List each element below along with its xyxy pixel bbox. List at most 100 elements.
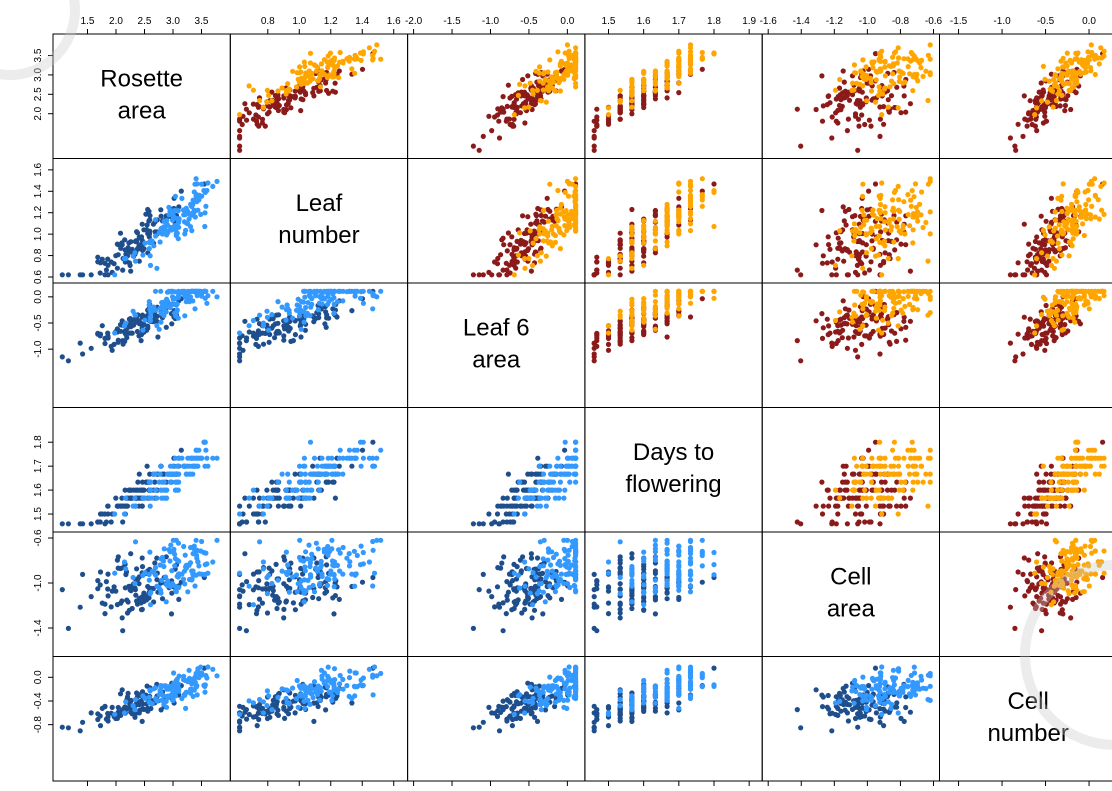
data-point: [300, 299, 307, 305]
data-point: [183, 565, 189, 571]
data-point: [283, 549, 289, 555]
data-point: [687, 49, 694, 55]
data-point: [242, 101, 248, 107]
data-point: [1053, 312, 1059, 318]
data-point: [138, 234, 145, 240]
data-point: [629, 255, 635, 262]
data-point: [1083, 207, 1089, 213]
data-point: [687, 45, 694, 51]
data-point: [676, 231, 682, 237]
data-point: [359, 579, 366, 585]
data-point: [629, 265, 635, 271]
data-point: [543, 253, 549, 259]
data-point: [250, 587, 256, 593]
data-point: [255, 343, 261, 349]
data-point: [525, 93, 531, 99]
data-point: [158, 226, 164, 232]
data-point: [298, 326, 304, 332]
data-point: [179, 195, 185, 201]
data-point: [171, 295, 177, 301]
data-point: [1059, 208, 1065, 215]
data-point: [1089, 447, 1095, 453]
data-point: [890, 197, 896, 203]
data-point: [538, 212, 544, 219]
data-point: [182, 552, 188, 558]
data-point: [140, 252, 146, 258]
data-point: [901, 455, 907, 461]
data-point: [476, 147, 482, 153]
data-point: [920, 479, 926, 485]
data-point: [1044, 253, 1051, 259]
data-point: [1034, 521, 1040, 527]
data-point: [1049, 88, 1055, 94]
data-point: [148, 589, 154, 595]
data-point: [1061, 479, 1067, 485]
data-point: [304, 80, 310, 86]
data-point: [154, 265, 160, 271]
data-point: [186, 299, 193, 305]
data-point: [573, 176, 579, 182]
data-point: [892, 49, 899, 55]
data-point: [311, 455, 318, 461]
data-point: [105, 571, 111, 577]
data-point: [862, 487, 868, 493]
data-point: [1025, 267, 1031, 273]
data-point: [307, 572, 314, 578]
variable-label: Days to: [633, 439, 714, 466]
data-point: [526, 104, 532, 110]
data-point: [1074, 188, 1080, 194]
data-point: [1064, 205, 1070, 211]
data-point: [275, 503, 281, 509]
data-point: [832, 487, 839, 493]
data-point: [837, 92, 843, 98]
data-point: [169, 568, 175, 574]
data-point: [311, 319, 317, 325]
data-point: [833, 521, 839, 527]
data-point: [290, 600, 296, 606]
data-point: [1030, 503, 1036, 509]
data-point: [565, 52, 572, 59]
data-point: [859, 249, 866, 255]
data-point: [851, 334, 857, 340]
data-point: [547, 181, 553, 187]
data-point: [120, 519, 126, 525]
data-point: [470, 272, 476, 278]
data-point: [888, 487, 895, 493]
data-point: [629, 302, 635, 308]
data-point: [194, 547, 200, 553]
data-point: [1072, 212, 1078, 218]
data-point: [835, 245, 841, 251]
data-point: [132, 580, 138, 587]
data-point: [244, 335, 250, 341]
data-point: [530, 262, 536, 268]
data-point: [687, 201, 694, 207]
data-point: [908, 288, 914, 294]
data-point: [548, 81, 554, 87]
data-point: [573, 45, 579, 51]
data-point: [504, 597, 510, 603]
data-point: [260, 495, 266, 501]
data-point: [908, 49, 914, 56]
data-point: [237, 112, 243, 118]
data-point: [123, 251, 129, 257]
data-point: [908, 447, 914, 453]
data-point: [1096, 216, 1102, 222]
data-point: [699, 197, 705, 203]
data-point: [879, 112, 885, 118]
data-point: [687, 300, 694, 306]
data-point: [573, 64, 579, 70]
data-point: [1021, 314, 1027, 320]
data-point: [189, 577, 195, 583]
data-point: [140, 247, 146, 253]
data-point: [1046, 78, 1052, 84]
data-point: [272, 321, 278, 327]
data-point: [366, 45, 372, 51]
data-point: [172, 223, 178, 229]
data-point: [881, 258, 887, 265]
data-point: [882, 243, 888, 249]
data-point: [905, 212, 911, 218]
data-point: [1068, 228, 1075, 234]
data-point: [370, 439, 376, 445]
data-point: [158, 207, 164, 213]
data-point: [629, 76, 635, 83]
